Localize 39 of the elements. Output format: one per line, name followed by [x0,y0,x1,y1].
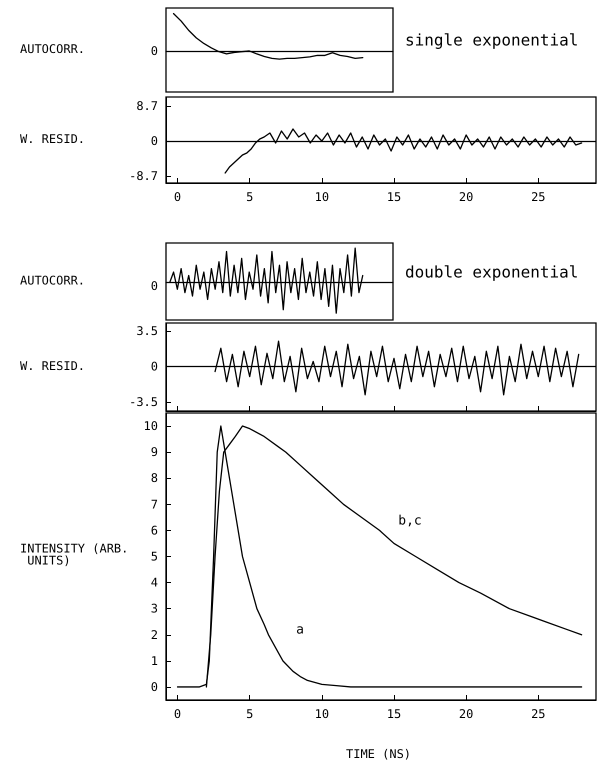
y-tick-label: -8.7 [129,168,158,183]
y-tick-label: 8 [150,471,158,486]
y-tick-label: 3 [150,602,158,616]
y-tick-label: 0 [150,134,158,148]
y-tick-label: 0 [150,359,158,374]
x-tick-label: 0 [174,707,182,721]
x-tick-label: 0 [174,190,182,204]
y-axis-title: INTENSITY (ARB. UNITS) [20,542,128,568]
annotation: b,c [398,514,422,528]
x-tick-label: 10 [314,707,330,721]
x-tick-label: 15 [386,707,402,721]
x-tick-label: 15 [386,190,402,204]
y-tick-label: 5 [150,550,158,564]
x-axis-title: TIME (NS) [346,747,412,761]
x-tick-label: 20 [458,707,474,721]
x-tick-label: 10 [314,190,330,204]
y-tick-label: 7 [150,497,158,512]
text: single exponential [405,30,578,50]
x-tick-label: 5 [246,190,254,204]
y-tick-label: 4 [150,576,158,590]
y-axis-title: AUTOCORR. [20,274,86,288]
x-tick-label: 25 [531,190,546,204]
x-tick-label: 5 [246,707,254,721]
y-axis-title: AUTOCORR. [20,42,86,56]
x-tick-label: 25 [531,707,546,721]
y-tick-label: 6 [150,523,158,538]
y-tick-label: -3.5 [129,394,158,409]
y-tick-label: 0 [150,680,158,694]
y-tick-label: 10 [144,419,158,434]
x-tick-label: 20 [458,190,474,204]
y-tick-label: 2 [150,628,158,642]
y-tick-label: 8.7 [136,99,158,114]
text: double exponential [405,262,578,282]
y-tick-label: 3.5 [136,324,158,338]
y-tick-label: 1 [150,654,158,668]
annotation: a [296,622,304,638]
y-tick-label: 9 [150,445,158,460]
y-axis-title: W. RESID. [20,359,86,373]
y-axis-title: W. RESID. [20,132,86,146]
